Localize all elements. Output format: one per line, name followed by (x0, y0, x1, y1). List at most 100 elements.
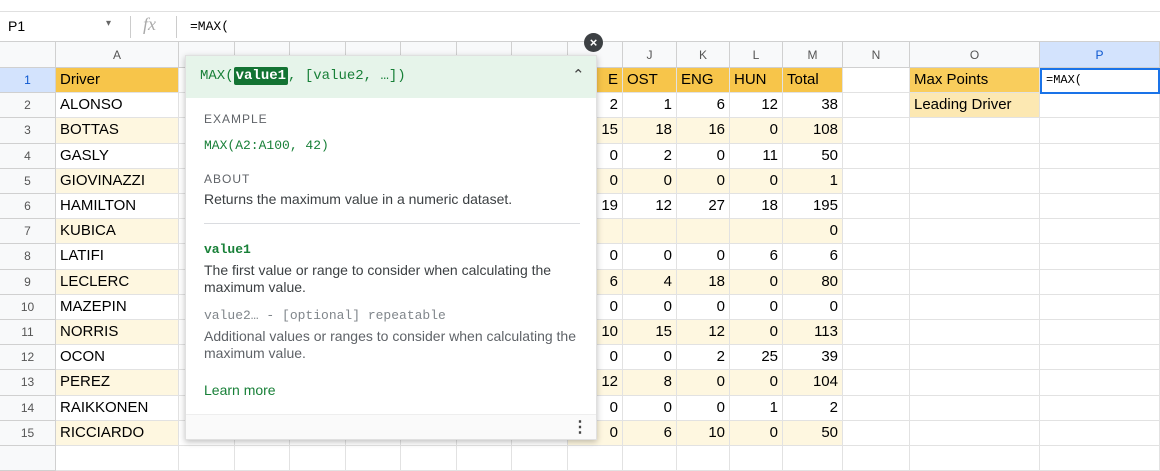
empty-cell[interactable] (910, 269, 1040, 295)
empty-cell[interactable] (843, 118, 910, 144)
empty-cell[interactable] (843, 194, 910, 220)
empty-cell[interactable] (1040, 320, 1160, 346)
cell[interactable]: 0 (730, 269, 783, 295)
cell[interactable]: PEREZ (56, 370, 179, 396)
row-header[interactable]: 13 (0, 370, 56, 396)
empty-cell[interactable] (843, 219, 910, 245)
empty-cell[interactable] (401, 446, 457, 471)
empty-cell[interactable] (1040, 93, 1160, 119)
cell[interactable]: 0 (623, 395, 677, 421)
cell[interactable]: 113 (783, 320, 843, 346)
empty-cell[interactable] (843, 93, 910, 119)
column-header[interactable]: A (56, 42, 179, 68)
cell[interactable]: 0 (677, 244, 730, 270)
cell[interactable]: 2 (677, 345, 730, 371)
cell[interactable]: 0 (623, 168, 677, 194)
cell[interactable]: 16 (677, 118, 730, 144)
row-header[interactable]: 11 (0, 320, 56, 346)
cell[interactable]: 6 (677, 93, 730, 119)
cell[interactable]: 195 (783, 194, 843, 220)
cell[interactable]: HAMILTON (56, 194, 179, 220)
empty-cell[interactable] (783, 446, 843, 471)
cell[interactable]: 50 (783, 420, 843, 446)
column-header[interactable]: J (623, 42, 677, 68)
cell[interactable]: 104 (783, 370, 843, 396)
cell[interactable]: 0 (730, 294, 783, 320)
cell[interactable]: RICCIARDO (56, 420, 179, 446)
empty-cell[interactable] (1040, 446, 1160, 471)
empty-cell[interactable] (1040, 194, 1160, 220)
empty-cell[interactable] (677, 446, 730, 471)
empty-cell[interactable] (843, 420, 910, 446)
column-header[interactable]: L (730, 42, 783, 68)
empty-cell[interactable] (910, 194, 1040, 220)
empty-cell[interactable] (1040, 294, 1160, 320)
cell[interactable]: 27 (677, 194, 730, 220)
cell[interactable]: 1 (730, 395, 783, 421)
empty-cell[interactable] (623, 446, 677, 471)
cell[interactable]: 6 (623, 420, 677, 446)
empty-cell[interactable] (56, 446, 179, 471)
empty-cell[interactable] (843, 244, 910, 270)
cell[interactable]: 2 (623, 143, 677, 169)
cell[interactable]: 11 (730, 143, 783, 169)
column-header[interactable]: M (783, 42, 843, 68)
row-header[interactable]: 4 (0, 143, 56, 169)
cell[interactable]: KUBICA (56, 219, 179, 245)
empty-cell[interactable] (1040, 168, 1160, 194)
cell[interactable]: BOTTAS (56, 118, 179, 144)
cell[interactable]: 0 (677, 395, 730, 421)
row-header[interactable] (0, 446, 56, 471)
empty-cell[interactable] (910, 143, 1040, 169)
row-header[interactable]: 12 (0, 345, 56, 371)
cell[interactable]: 80 (783, 269, 843, 295)
empty-cell[interactable] (843, 68, 910, 94)
empty-cell[interactable] (910, 395, 1040, 421)
cell[interactable]: OCON (56, 345, 179, 371)
empty-cell[interactable] (1040, 345, 1160, 371)
empty-cell[interactable] (456, 446, 512, 471)
cell[interactable]: Leading Driver (910, 93, 1040, 119)
empty-cell[interactable] (910, 244, 1040, 270)
cell[interactable]: 25 (730, 345, 783, 371)
dropdown-arrow[interactable]: ▾ (106, 18, 112, 29)
cell[interactable]: 8 (623, 370, 677, 396)
cell[interactable]: 108 (783, 118, 843, 144)
cell[interactable]: 6 (783, 244, 843, 270)
cell[interactable]: 50 (783, 143, 843, 169)
cell[interactable]: Driver (56, 68, 179, 94)
cell[interactable]: 0 (730, 168, 783, 194)
empty-cell[interactable] (843, 345, 910, 371)
cell[interactable]: Max Points (910, 68, 1040, 94)
empty-cell[interactable] (623, 219, 677, 245)
row-header[interactable]: 5 (0, 168, 56, 194)
formula-input[interactable]: =MAX( (190, 19, 230, 34)
cell[interactable]: 0 (783, 219, 843, 245)
row-header[interactable]: 6 (0, 194, 56, 220)
cell[interactable]: ALONSO (56, 93, 179, 119)
cell[interactable]: 4 (623, 269, 677, 295)
empty-cell[interactable] (910, 370, 1040, 396)
empty-cell[interactable] (730, 446, 783, 471)
cell[interactable]: 2 (783, 395, 843, 421)
cell[interactable]: GASLY (56, 143, 179, 169)
cell-reference[interactable]: P1 (8, 18, 26, 34)
empty-cell[interactable] (1040, 219, 1160, 245)
cell[interactable]: 1 (623, 93, 677, 119)
empty-cell[interactable] (843, 143, 910, 169)
cell[interactable]: 12 (677, 320, 730, 346)
empty-cell[interactable] (730, 219, 783, 245)
cell[interactable]: OST (623, 68, 677, 94)
empty-cell[interactable] (910, 118, 1040, 144)
cell[interactable]: 0 (623, 294, 677, 320)
cell[interactable]: 0 (730, 370, 783, 396)
cell[interactable]: ENG (677, 68, 730, 94)
empty-cell[interactable] (910, 320, 1040, 346)
empty-cell[interactable] (843, 168, 910, 194)
row-header[interactable]: 2 (0, 93, 56, 119)
cell[interactable]: MAZEPIN (56, 294, 179, 320)
row-header[interactable]: 3 (0, 118, 56, 144)
cell[interactable]: 0 (677, 168, 730, 194)
cell[interactable]: 12 (623, 194, 677, 220)
row-header[interactable]: 14 (0, 395, 56, 421)
